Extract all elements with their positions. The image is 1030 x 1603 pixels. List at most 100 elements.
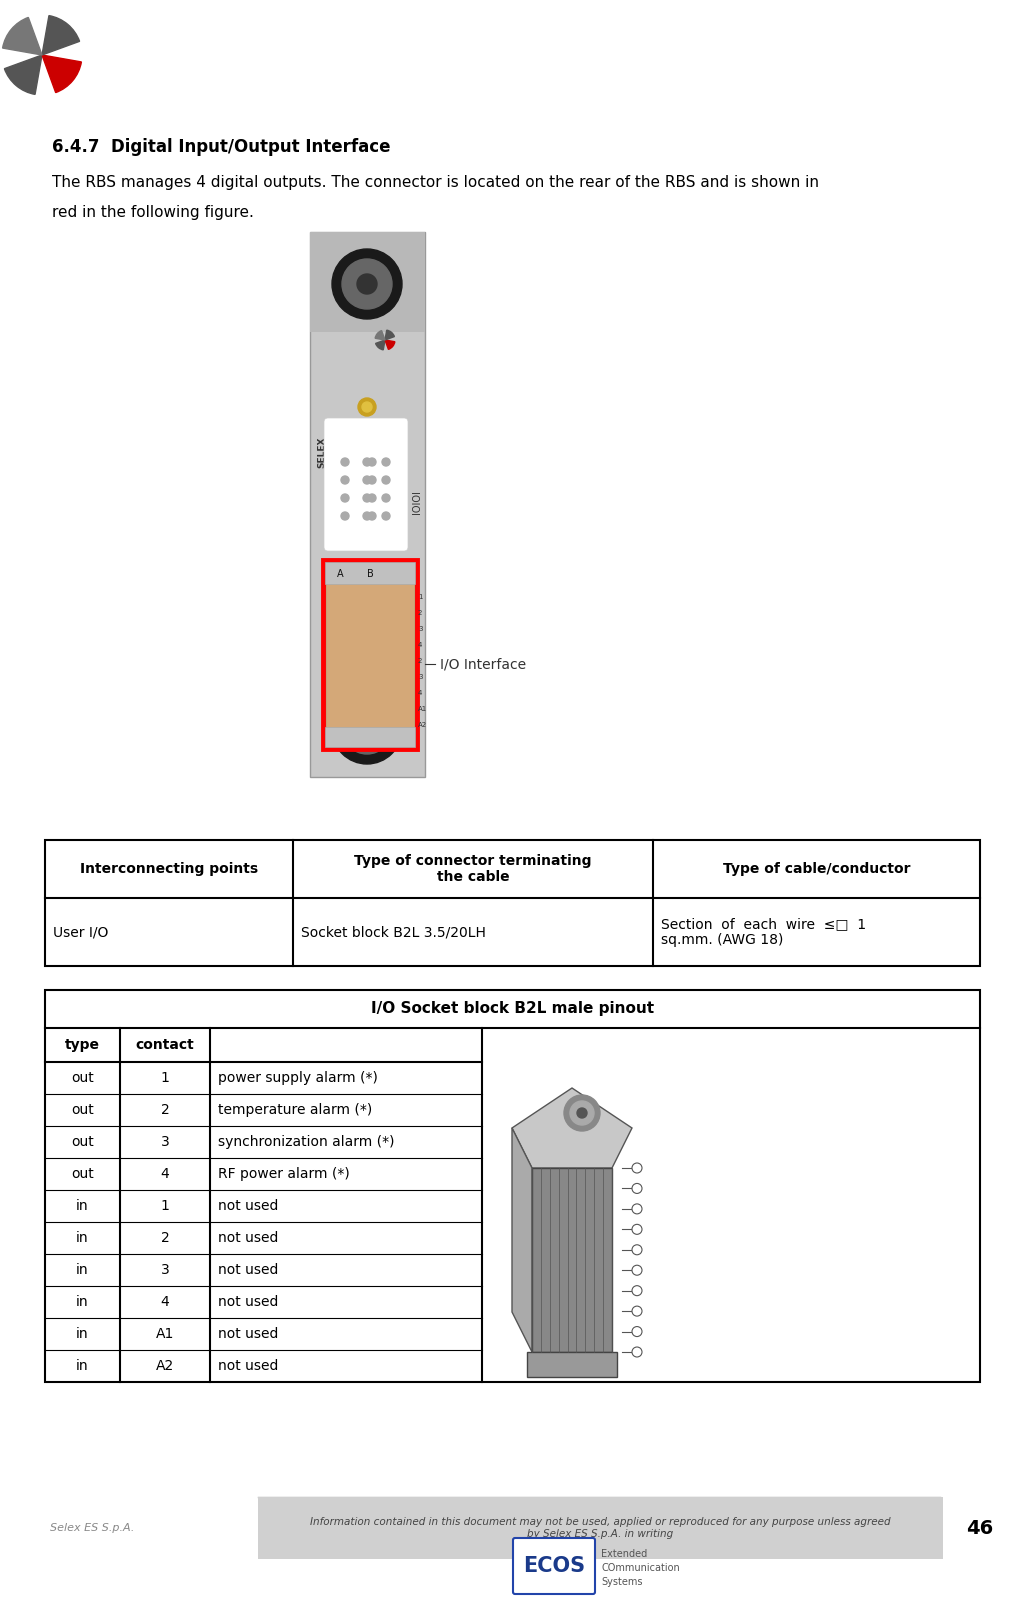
Circle shape bbox=[632, 1327, 642, 1337]
Circle shape bbox=[632, 1347, 642, 1358]
Text: IOIOI: IOIOI bbox=[412, 491, 422, 515]
Text: SWITCH: SWITCH bbox=[363, 681, 372, 713]
Circle shape bbox=[341, 476, 349, 484]
Circle shape bbox=[368, 476, 376, 484]
Wedge shape bbox=[385, 340, 394, 349]
Circle shape bbox=[332, 248, 402, 319]
Circle shape bbox=[368, 458, 376, 466]
Bar bbox=[527, 1351, 617, 1377]
Circle shape bbox=[382, 458, 390, 466]
Text: out: out bbox=[71, 1103, 94, 1117]
Wedge shape bbox=[375, 330, 385, 340]
Circle shape bbox=[632, 1225, 642, 1234]
Text: Communications: Communications bbox=[330, 425, 335, 479]
Text: 4: 4 bbox=[161, 1295, 169, 1310]
Text: Type of cable/conductor: Type of cable/conductor bbox=[723, 862, 911, 875]
Text: not used: not used bbox=[218, 1263, 278, 1278]
Circle shape bbox=[382, 511, 390, 519]
Text: I/O Socket block B2L male pinout: I/O Socket block B2L male pinout bbox=[371, 1002, 654, 1016]
Text: A1: A1 bbox=[418, 705, 427, 712]
Circle shape bbox=[632, 1164, 642, 1173]
Circle shape bbox=[632, 1204, 642, 1213]
Circle shape bbox=[632, 1306, 642, 1316]
Bar bbox=[45, 840, 980, 967]
Wedge shape bbox=[42, 16, 79, 55]
Text: power supply alarm (*): power supply alarm (*) bbox=[218, 1071, 378, 1085]
Text: out: out bbox=[71, 1071, 94, 1085]
Text: 3: 3 bbox=[161, 1263, 169, 1278]
FancyBboxPatch shape bbox=[513, 1537, 595, 1593]
Text: A1: A1 bbox=[156, 1327, 174, 1342]
Text: red in the following figure.: red in the following figure. bbox=[52, 205, 253, 220]
Text: Systems: Systems bbox=[600, 1577, 643, 1587]
Bar bbox=[325, 563, 415, 583]
Text: not used: not used bbox=[218, 1199, 278, 1213]
Circle shape bbox=[632, 1286, 642, 1295]
Text: A: A bbox=[337, 569, 343, 579]
Circle shape bbox=[357, 720, 377, 739]
Text: Information contained in this document may not be used, applied or reproduced fo: Information contained in this document m… bbox=[310, 1516, 891, 1539]
Text: not used: not used bbox=[218, 1295, 278, 1310]
Circle shape bbox=[632, 1183, 642, 1194]
Bar bbox=[258, 1497, 943, 1560]
Circle shape bbox=[342, 260, 392, 309]
Text: 4: 4 bbox=[418, 641, 422, 648]
Text: out: out bbox=[71, 1167, 94, 1181]
Circle shape bbox=[632, 1246, 642, 1255]
Text: I/O Interface: I/O Interface bbox=[440, 657, 526, 672]
Polygon shape bbox=[512, 1129, 533, 1351]
Bar bbox=[45, 991, 980, 1382]
Wedge shape bbox=[3, 18, 42, 55]
Text: 2: 2 bbox=[418, 611, 422, 616]
Text: The RBS manages 4 digital outputs. The connector is located on the rear of the R: The RBS manages 4 digital outputs. The c… bbox=[52, 175, 819, 191]
Text: Extended: Extended bbox=[600, 1548, 647, 1560]
Circle shape bbox=[363, 476, 371, 484]
Text: in: in bbox=[76, 1327, 89, 1342]
Text: not used: not used bbox=[218, 1231, 278, 1246]
Text: contact: contact bbox=[136, 1039, 195, 1052]
Circle shape bbox=[382, 494, 390, 502]
Text: 6.4.7  Digital Input/Output Interface: 6.4.7 Digital Input/Output Interface bbox=[52, 138, 390, 155]
Text: in: in bbox=[76, 1263, 89, 1278]
Circle shape bbox=[341, 458, 349, 466]
Text: SELEX: SELEX bbox=[317, 436, 327, 468]
Circle shape bbox=[577, 1108, 587, 1117]
Text: A2: A2 bbox=[156, 1359, 174, 1374]
Polygon shape bbox=[512, 1088, 632, 1169]
Bar bbox=[323, 559, 417, 749]
Text: in: in bbox=[76, 1295, 89, 1310]
Circle shape bbox=[357, 274, 377, 293]
Wedge shape bbox=[4, 55, 42, 95]
Circle shape bbox=[362, 402, 372, 412]
Text: in: in bbox=[76, 1359, 89, 1374]
Circle shape bbox=[342, 704, 392, 753]
Text: Type of connector terminating
the cable: Type of connector terminating the cable bbox=[354, 854, 592, 885]
Wedge shape bbox=[42, 55, 81, 93]
Text: 2: 2 bbox=[418, 657, 422, 664]
Text: Socket block B2L 3.5/20LH: Socket block B2L 3.5/20LH bbox=[301, 925, 486, 939]
Text: 4: 4 bbox=[418, 689, 422, 696]
Polygon shape bbox=[533, 1169, 612, 1351]
Text: Interconnecting points: Interconnecting points bbox=[80, 862, 259, 875]
Text: 2: 2 bbox=[161, 1103, 169, 1117]
Bar bbox=[310, 232, 425, 332]
Circle shape bbox=[363, 511, 371, 519]
Text: A2: A2 bbox=[418, 721, 427, 728]
Circle shape bbox=[570, 1101, 594, 1125]
Text: 4: 4 bbox=[161, 1167, 169, 1181]
Text: in: in bbox=[76, 1231, 89, 1246]
Text: COmmunication: COmmunication bbox=[600, 1563, 680, 1573]
Text: User I/O: User I/O bbox=[53, 925, 108, 939]
Circle shape bbox=[358, 398, 376, 417]
Text: not used: not used bbox=[218, 1359, 278, 1374]
Text: B: B bbox=[367, 569, 373, 579]
Text: 1: 1 bbox=[161, 1199, 170, 1213]
Text: RF power alarm (*): RF power alarm (*) bbox=[218, 1167, 350, 1181]
Text: not used: not used bbox=[218, 1327, 278, 1342]
Text: 46: 46 bbox=[966, 1518, 994, 1537]
Text: Section  of  each  wire  ≤□  1
sq.mm. (AWG 18): Section of each wire ≤□ 1 sq.mm. (AWG 18… bbox=[661, 917, 866, 947]
Bar bbox=[325, 563, 415, 747]
Bar bbox=[325, 728, 415, 747]
Text: 3: 3 bbox=[418, 627, 422, 632]
Circle shape bbox=[341, 511, 349, 519]
